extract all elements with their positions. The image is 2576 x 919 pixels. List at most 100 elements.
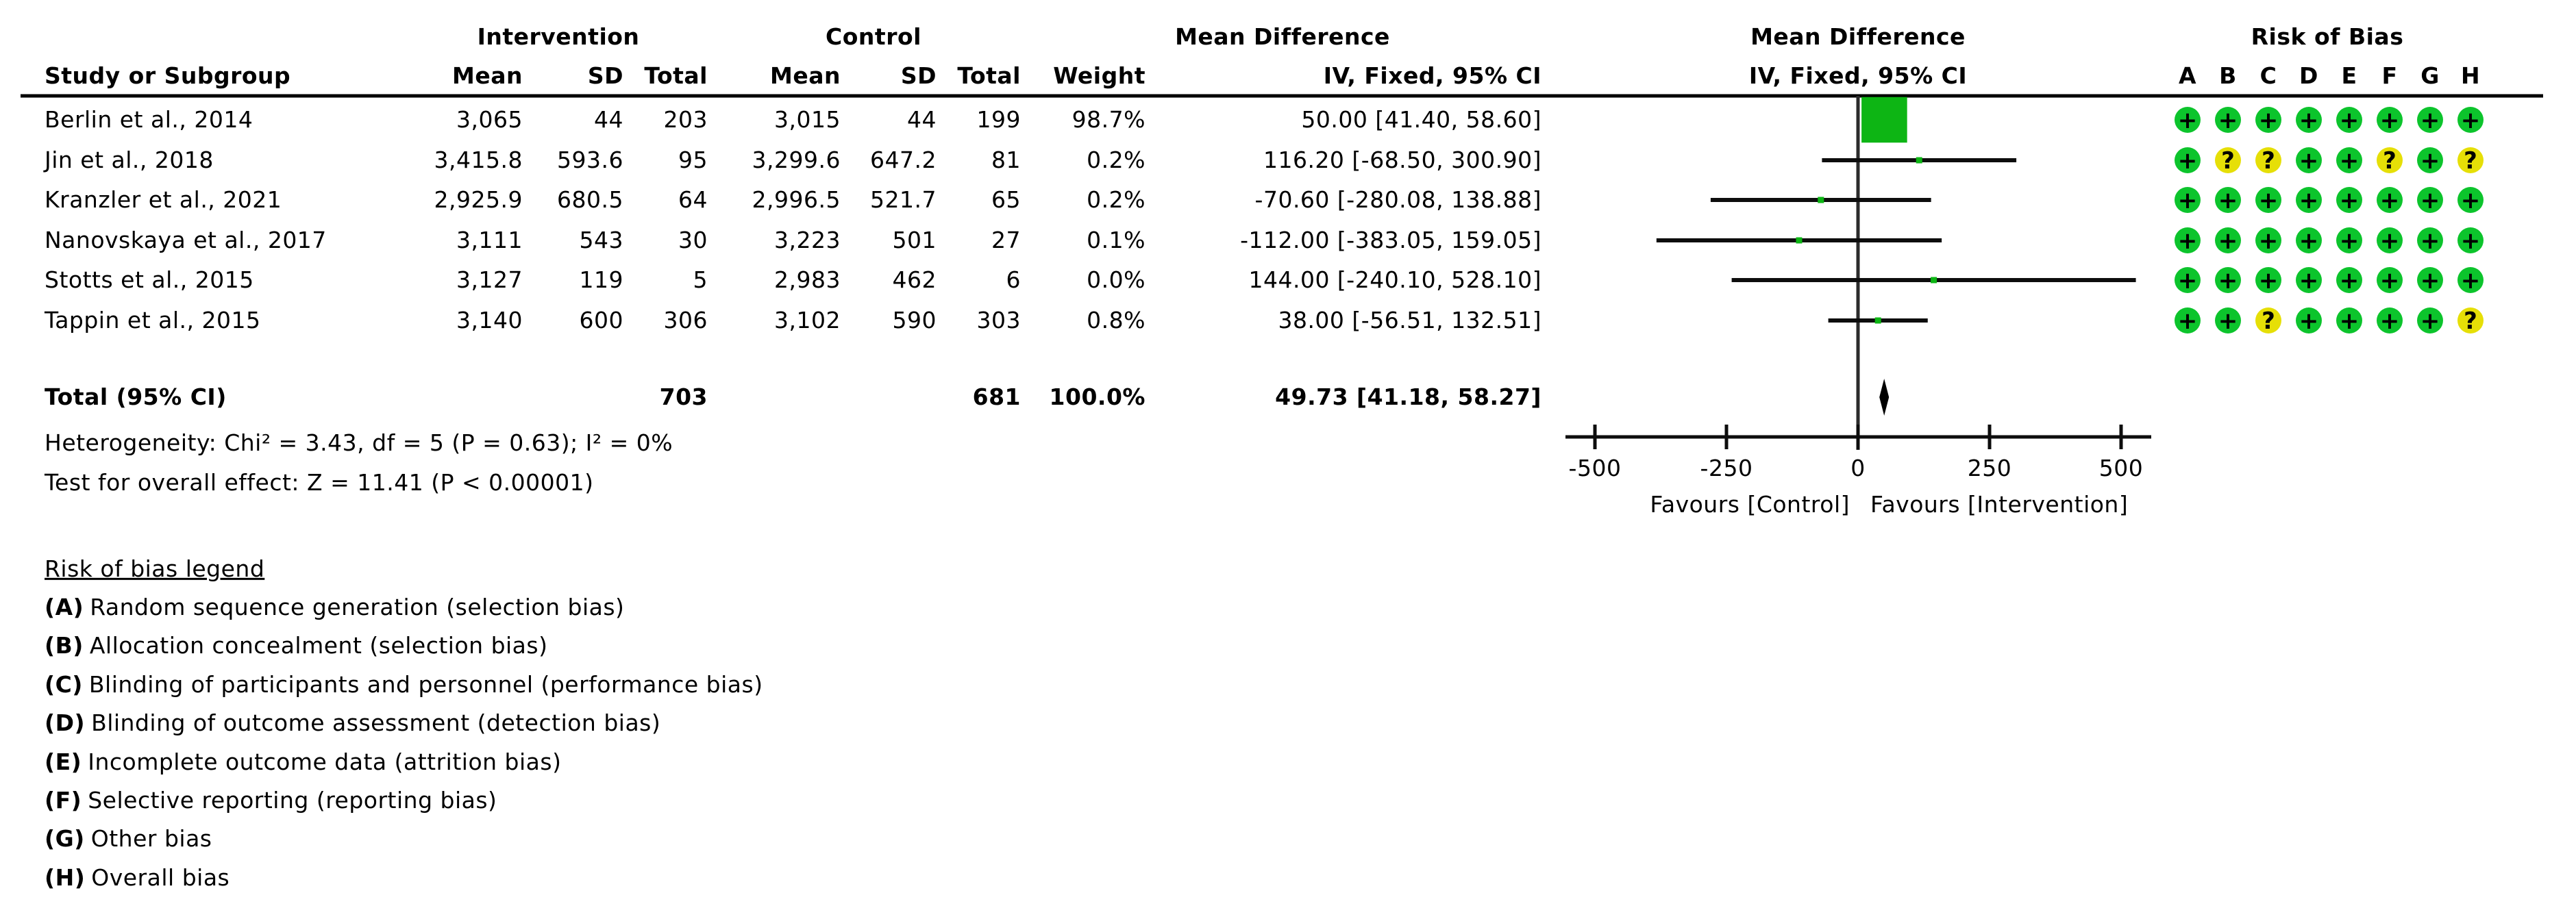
col-header-control-mean: Mean [770,62,841,89]
point-estimate-square [1916,157,1922,164]
rob-column-letter: D [2299,62,2318,89]
axis-tick [1856,425,1860,449]
rob-symbol: + [2218,107,2238,134]
axis-tick [1987,425,1992,449]
rob-symbol: + [2259,267,2279,294]
favours-control-label: Favours [Control] [1650,490,1850,518]
rob-unclear-risk-circle [2377,147,2403,173]
rob-symbol: + [2178,307,2198,335]
study-cell-weight: 0.2% [1087,146,1145,173]
study-cell-intervention-total: 203 [663,105,708,133]
col-header-intervention-mean: Mean [452,62,523,89]
study-cell-intervention-sd: 543 [579,226,623,253]
rob-low-risk-circle [2457,227,2484,253]
rob-legend-item: (D) Blinding of outcome assessment (detec… [45,712,660,734]
rob-symbol: + [2461,267,2481,294]
study-cell-intervention-mean: 3,127 [456,266,523,293]
rob-symbol: + [2420,307,2440,335]
study-cell-control-sd: 590 [892,306,937,333]
group-header-intervention: Intervention [477,23,640,50]
rob-legend-item-tag: (F) [45,786,82,814]
rob-symbol: + [2340,187,2360,214]
total-intervention-total: 703 [659,383,708,410]
rob-symbol: + [2340,267,2360,294]
rob-legend-item-tag: (E) [45,748,82,775]
rob-symbol: + [2461,187,2481,214]
study-cell-intervention-total: 5 [693,266,708,293]
rob-symbol: + [2420,187,2440,214]
rob-symbol: + [2218,267,2238,294]
study-cell-mean-difference-ci: -112.00 [-383.05, 159.05] [1240,226,1541,253]
group-header-control: Control [826,23,921,50]
study-cell-mean-difference-ci: 38.00 [-56.51, 132.51] [1278,306,1541,333]
rob-column-letter: B [2219,62,2237,89]
rob-low-risk-circle [2175,307,2201,333]
rob-low-risk-circle [2175,187,2201,213]
col-header-control-total: Total [957,62,1021,89]
rob-low-risk-circle [2296,267,2322,293]
rob-symbol: ? [2262,147,2275,175]
rob-low-risk-circle [2377,187,2403,213]
study-cell-intervention-mean: 2,925.9 [434,186,523,213]
rob-low-risk-circle [2377,107,2403,133]
study-cell-intervention-sd: 680.5 [557,186,623,213]
rob-legend-item-tag: (A) [45,593,84,620]
axis-tick-label: 0 [1850,454,1866,481]
rob-low-risk-circle [2215,107,2241,133]
rob-symbol: ? [2262,307,2275,335]
rob-symbol: + [2218,307,2238,335]
rob-low-risk-circle [2255,187,2281,213]
study-cell-control-sd: 462 [892,266,937,293]
rob-low-risk-circle [2417,227,2443,253]
rob-low-risk-circle [2175,147,2201,173]
rob-symbol: ? [2464,307,2477,335]
point-estimate-square [1796,237,1803,244]
rob-symbol: + [2461,107,2481,134]
rob-low-risk-circle [2255,267,2281,293]
rob-symbol: + [2259,187,2279,214]
rob-symbol: ? [2464,147,2477,175]
rob-low-risk-circle [2336,107,2362,133]
study-cell-mean-difference-ci: 144.00 [-240.10, 528.10] [1248,266,1541,293]
rob-low-risk-circle [2417,147,2443,173]
study-cell-weight: 98.7% [1072,105,1145,133]
rob-legend-item-tag: (G) [45,825,85,853]
rob-low-risk-circle [2417,107,2443,133]
rob-symbol: + [2259,227,2279,255]
study-cell-control-mean: 3,299.6 [752,146,841,173]
study-cell-weight: 0.0% [1087,266,1145,293]
point-estimate-square [1931,277,1937,284]
rob-symbol: + [2299,147,2319,175]
study-cell-mean-difference-ci: 116.20 [-68.50, 300.90] [1263,146,1541,173]
point-estimate-square [1874,317,1881,324]
rob-low-risk-circle [2255,107,2281,133]
rob-column-letter: C [2259,62,2277,89]
group-header-mean-difference-plot: Mean Difference [1750,23,1966,50]
rob-symbol: + [2420,147,2440,175]
rob-legend-item-text: Other bias [90,825,212,853]
rob-symbol: + [2178,267,2198,294]
study-cell-intervention-sd: 44 [594,105,623,133]
study-label: Berlin et al., 2014 [45,105,253,133]
rob-symbol: + [2340,147,2360,175]
rob-low-risk-circle [2457,267,2484,293]
rob-low-risk-circle [2255,227,2281,253]
rob-low-risk-circle [2215,187,2241,213]
rob-legend-title: Risk of bias legend [45,555,265,582]
rob-legend-item: (F) Selective reporting (reporting bias) [45,789,497,811]
col-header-control-sd: SD [900,62,937,89]
rob-symbol: + [2340,307,2360,335]
rob-symbol: + [2380,267,2400,294]
rob-legend-item-tag: (B) [45,632,84,659]
study-cell-control-total: 65 [991,186,1021,213]
study-cell-control-total: 6 [1006,266,1021,293]
rob-unclear-risk-circle [2255,147,2281,173]
study-cell-intervention-mean: 3,140 [456,306,523,333]
study-label: Tappin et al., 2015 [45,306,261,333]
rob-symbol: + [2420,107,2440,134]
rob-low-risk-circle [2417,267,2443,293]
rob-low-risk-circle [2457,187,2484,213]
point-estimate-square [1861,97,1907,143]
rob-symbol: ? [2221,147,2235,175]
